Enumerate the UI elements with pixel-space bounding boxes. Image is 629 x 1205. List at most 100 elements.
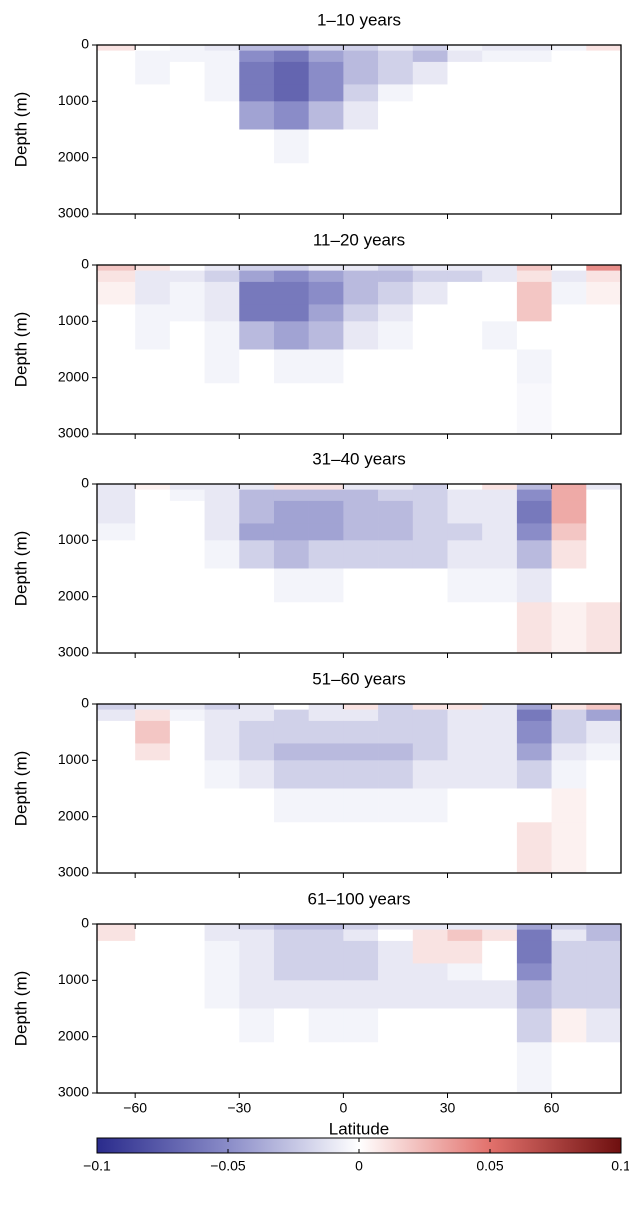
cell [135,281,171,305]
cell [412,704,448,710]
cell [447,84,483,102]
cell [169,1042,205,1094]
cell [447,489,483,502]
cell [447,1008,483,1043]
cell [204,963,240,981]
cell [308,788,344,823]
cell [97,45,136,51]
y-axis-label: Depth (m) [11,971,30,1047]
cell [482,500,518,524]
cell [343,265,379,271]
cell [97,743,136,761]
cell [273,940,309,964]
cell [551,129,587,164]
y-axis-label: Depth (m) [11,92,30,168]
x-tick-label: 60 [544,1100,560,1116]
cell [412,265,448,271]
cell [447,568,483,603]
cell [273,321,309,350]
cell [97,720,136,744]
cell [586,924,622,930]
cell [135,760,171,789]
cell [239,602,275,654]
cell [482,940,518,964]
cell [447,45,483,51]
cell [551,84,587,102]
cell [343,704,379,710]
cell [135,304,171,322]
x-axis-label: Latitude [329,1119,390,1138]
cell [447,500,483,524]
cell [412,540,448,569]
cell [412,163,448,215]
cell [378,383,414,435]
cell [412,484,448,490]
cell [586,383,622,435]
cell [378,924,414,930]
cell [169,163,205,215]
cell [169,265,205,271]
cell [551,489,587,502]
heatmap-cells [97,704,622,874]
cell [482,929,518,942]
cell [378,349,414,384]
panel-title: 31–40 years [312,449,406,468]
cell [204,1008,240,1043]
cell [204,163,240,215]
cell [97,50,136,63]
cell [169,709,205,722]
cell [586,709,622,722]
cell [447,349,483,384]
cell [169,383,205,435]
cell [239,760,275,789]
cell [551,265,587,271]
cell [135,963,171,981]
cell [308,709,344,722]
cell [204,568,240,603]
cell [239,709,275,722]
cell [551,1042,587,1094]
cell [204,281,240,305]
cell [378,963,414,981]
cell [169,281,205,305]
cell [308,822,344,874]
cell [412,383,448,435]
cell [239,540,275,569]
cell [308,101,344,130]
cell [273,383,309,435]
cell [482,760,518,789]
cell [412,84,448,102]
cell [551,484,587,490]
cell [378,281,414,305]
cell [551,929,587,942]
cell [482,963,518,981]
cell [239,568,275,603]
cell [343,568,379,603]
cell [378,50,414,63]
cell [343,129,379,164]
colorbar-tick-label: 0.1 [611,1158,629,1174]
cell [412,788,448,823]
cell [239,704,275,710]
cell [516,760,552,789]
cell [551,61,587,85]
cell [482,265,518,271]
cell [343,940,379,964]
cell [586,50,622,63]
cell [551,963,587,981]
cell [482,45,518,51]
cell [169,50,205,63]
cell [343,50,379,63]
cell [273,61,309,85]
cell [204,61,240,85]
cell [97,349,136,384]
cell [586,788,622,823]
cell [343,101,379,130]
cell [412,129,448,164]
cell [169,929,205,942]
cell [586,349,622,384]
cell [516,523,552,541]
y-axis-label: Depth (m) [11,751,30,827]
heatmap-cells [97,924,622,1094]
cell [378,709,414,722]
